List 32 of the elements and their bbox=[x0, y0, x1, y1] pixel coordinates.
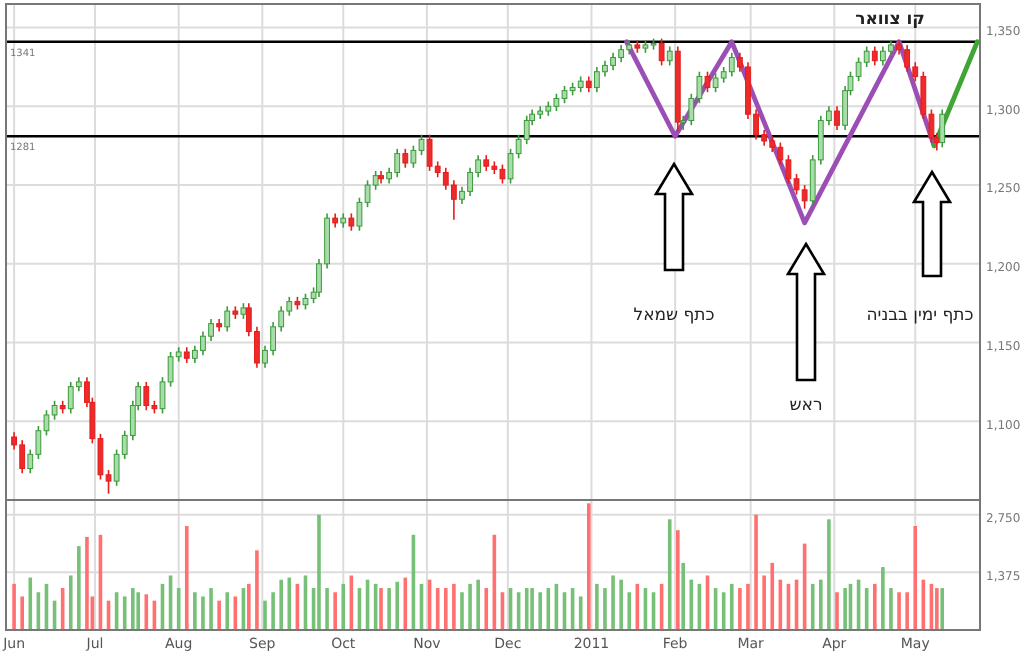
candlestick bbox=[728, 52, 735, 78]
candlestick bbox=[410, 144, 417, 169]
candlestick bbox=[658, 37, 665, 67]
candlestick bbox=[394, 148, 401, 179]
candlestick bbox=[200, 330, 206, 356]
candlestick bbox=[378, 170, 384, 185]
annotation: כתף שמאל bbox=[633, 306, 716, 326]
candlestick bbox=[67, 381, 74, 415]
annotation: קו צוואר bbox=[855, 10, 925, 30]
candlestick bbox=[426, 133, 433, 172]
candlestick bbox=[712, 72, 719, 93]
candlestick bbox=[224, 305, 231, 333]
candlestick bbox=[879, 45, 886, 67]
candlestick bbox=[834, 105, 840, 131]
annotation: ראש bbox=[789, 396, 823, 416]
candlestick bbox=[704, 70, 711, 93]
candlestick bbox=[499, 163, 506, 185]
candlestick bbox=[143, 381, 150, 412]
candlestick bbox=[467, 166, 473, 197]
candlestick bbox=[418, 133, 425, 156]
line-series bbox=[624, 39, 937, 226]
candlestick bbox=[871, 45, 878, 67]
candlestick bbox=[593, 66, 600, 93]
candlestick bbox=[402, 148, 409, 169]
candlestick bbox=[666, 45, 673, 67]
candlestick bbox=[801, 184, 808, 210]
candlestick bbox=[785, 154, 792, 185]
candlestick bbox=[904, 44, 911, 73]
candlestick bbox=[216, 318, 223, 333]
candlestick bbox=[19, 439, 26, 475]
candlestick bbox=[450, 179, 457, 221]
annotation: כתף ימין בבניה bbox=[866, 306, 975, 326]
